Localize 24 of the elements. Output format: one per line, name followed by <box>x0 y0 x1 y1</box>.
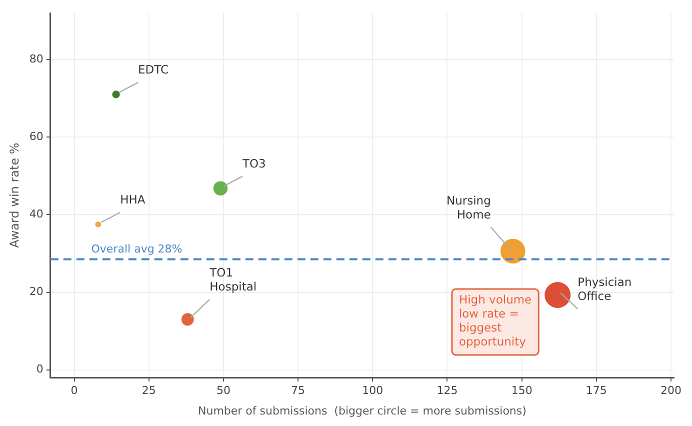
y-axis-title: Award win rate % <box>7 142 22 248</box>
x-tick-label: 200 <box>660 384 682 398</box>
x-tick-label: 125 <box>436 384 458 398</box>
series-label: TO3 <box>241 156 266 171</box>
x-tick-label: 0 <box>70 384 78 398</box>
y-tick-label: 60 <box>29 130 44 143</box>
x-tick-label: 50 <box>216 384 230 398</box>
text: HHA <box>120 192 146 207</box>
text: Nursing Home <box>446 193 491 222</box>
x-tick-label: 150 <box>511 384 532 398</box>
annotation: High volume low rate = biggest opportunity <box>458 292 532 349</box>
y-tick-label: 80 <box>29 52 44 66</box>
y-tick-label: 40 <box>29 208 44 221</box>
series-label: Physician Office <box>578 275 632 304</box>
y-tick-label: 0 <box>36 362 44 376</box>
x-axis-title: Number of submissions (bigger circle = more submissions) <box>198 404 526 418</box>
x-tick-label: 100 <box>362 384 384 398</box>
x-tick-label: 175 <box>586 384 607 398</box>
x-tick-label: 75 <box>291 384 306 398</box>
y-tick-label: 20 <box>29 285 44 298</box>
text: EDTC <box>138 62 169 77</box>
x-tick-label: 25 <box>142 384 156 398</box>
text: TO1 Hospital <box>208 266 257 294</box>
ref-line-label: Overall avg 28% <box>91 242 182 256</box>
